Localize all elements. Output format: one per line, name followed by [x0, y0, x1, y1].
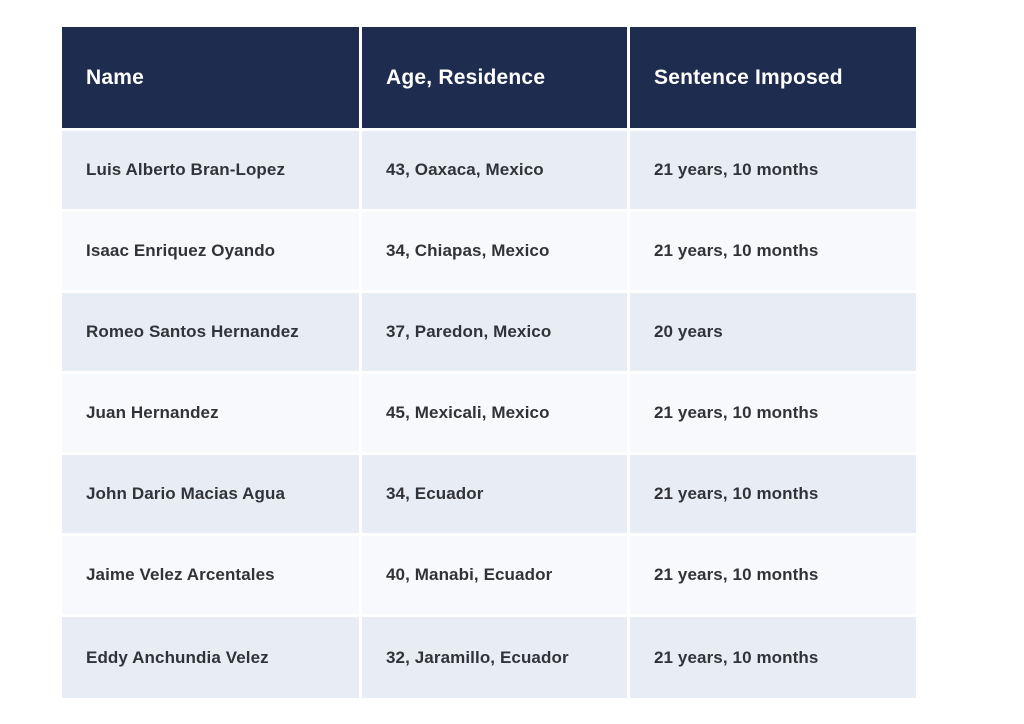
header-row: Name Age, Residence Sentence Imposed	[62, 27, 916, 131]
sentence-cell: 21 years, 10 months	[630, 212, 916, 293]
table-row: Juan Hernandez 45, Mexicali, Mexico 21 y…	[62, 374, 916, 455]
column-header-age-residence: Age, Residence	[362, 27, 630, 131]
name-cell: Romeo Santos Hernandez	[62, 293, 362, 374]
age-residence-cell: 40, Manabi, Ecuador	[362, 536, 630, 617]
name-cell: Eddy Anchundia Velez	[62, 617, 362, 698]
column-header-sentence-imposed: Sentence Imposed	[630, 27, 916, 131]
sentence-cell: 21 years, 10 months	[630, 536, 916, 617]
table-row: Romeo Santos Hernandez 37, Paredon, Mexi…	[62, 293, 916, 374]
sentence-cell: 21 years, 10 months	[630, 374, 916, 455]
sentencing-table: Name Age, Residence Sentence Imposed Lui…	[62, 27, 916, 698]
age-residence-cell: 34, Ecuador	[362, 455, 630, 536]
age-residence-cell: 45, Mexicali, Mexico	[362, 374, 630, 455]
name-cell: Jaime Velez Arcentales	[62, 536, 362, 617]
sentence-cell: 20 years	[630, 293, 916, 374]
sentence-cell: 21 years, 10 months	[630, 131, 916, 212]
sentence-cell: 21 years, 10 months	[630, 617, 916, 698]
age-residence-cell: 32, Jaramillo, Ecuador	[362, 617, 630, 698]
age-residence-cell: 37, Paredon, Mexico	[362, 293, 630, 374]
table-row: Isaac Enriquez Oyando 34, Chiapas, Mexic…	[62, 212, 916, 293]
table-header: Name Age, Residence Sentence Imposed	[62, 27, 916, 131]
name-cell: Juan Hernandez	[62, 374, 362, 455]
table-row: Jaime Velez Arcentales 40, Manabi, Ecuad…	[62, 536, 916, 617]
table-row: Eddy Anchundia Velez 32, Jaramillo, Ecua…	[62, 617, 916, 698]
age-residence-cell: 34, Chiapas, Mexico	[362, 212, 630, 293]
age-residence-cell: 43, Oaxaca, Mexico	[362, 131, 630, 212]
table-body: Luis Alberto Bran-Lopez 43, Oaxaca, Mexi…	[62, 131, 916, 698]
name-cell: Isaac Enriquez Oyando	[62, 212, 362, 293]
name-cell: Luis Alberto Bran-Lopez	[62, 131, 362, 212]
table-row: Luis Alberto Bran-Lopez 43, Oaxaca, Mexi…	[62, 131, 916, 212]
sentence-cell: 21 years, 10 months	[630, 455, 916, 536]
name-cell: John Dario Macias Agua	[62, 455, 362, 536]
column-header-name: Name	[62, 27, 362, 131]
table-row: John Dario Macias Agua 34, Ecuador 21 ye…	[62, 455, 916, 536]
